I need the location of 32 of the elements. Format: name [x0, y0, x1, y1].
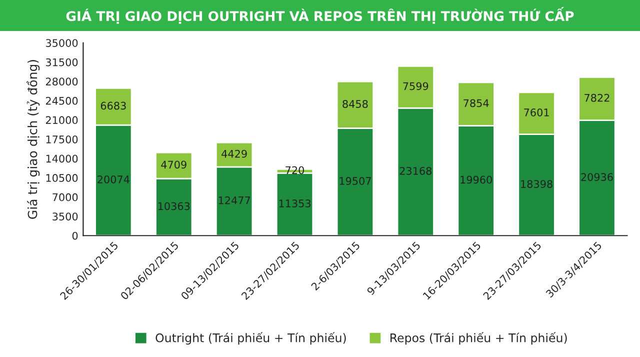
y-tick-label: 17500	[46, 135, 78, 144]
y-tick-label: 24500	[46, 96, 78, 105]
data-label: 18398	[521, 180, 552, 188]
y-tick-label: 31500	[46, 58, 78, 66]
data-label: 12477	[218, 196, 250, 204]
legend-label: Outright (Trái phiếu + Tín phiếu)	[156, 332, 346, 345]
data-label: 10363	[158, 202, 190, 210]
y-tick-label: 3500	[52, 212, 78, 220]
y-tick-label: 10500	[46, 174, 78, 182]
data-label: 7599	[403, 82, 428, 90]
data-label: 20074	[98, 175, 130, 184]
y-tick-label: 28000	[46, 78, 78, 86]
data-label: 7822	[584, 94, 610, 102]
data-label: 19507	[340, 177, 371, 185]
data-label: 7601	[524, 108, 549, 116]
chart-title: GIÁ TRỊ GIAO DỊCH OUTRIGHT VÀ REPOS TRÊN THỊ TRƯỜNG THỨ CẤP	[66, 6, 574, 24]
data-label: 11353	[279, 199, 310, 208]
data-label: 23168	[400, 166, 432, 175]
y-tick-label: 35000	[46, 39, 78, 47]
data-label: 6683	[100, 102, 126, 110]
data-label: 20936	[581, 173, 613, 181]
legend-label: Repos (Trái phiếu + Tín phiếu)	[390, 332, 567, 345]
y-tick-label: 14000	[46, 154, 78, 163]
data-label: 8458	[342, 100, 368, 108]
data-label: 4709	[161, 160, 186, 169]
data-label: 19960	[460, 176, 492, 184]
y-tick-label: 21000	[46, 116, 78, 124]
y-axis-title: Giá trị giao dịch (tỷ đồng)	[26, 60, 40, 219]
y-tick-label: 0	[72, 232, 78, 240]
data-label: 4429	[222, 150, 247, 158]
data-label: 7854	[464, 99, 489, 108]
y-tick-label: 7000	[52, 193, 78, 202]
